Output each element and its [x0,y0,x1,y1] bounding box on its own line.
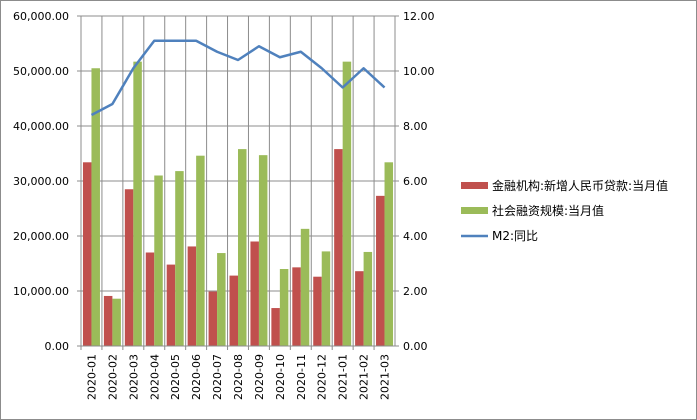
left-tick-label: 40,000.00 [13,120,69,133]
bar-loans [292,267,301,346]
x-tick-label: 2020-07 [211,354,224,400]
bar-loans [313,276,322,346]
bar-social-financing [279,269,289,346]
right-tick-label: 6.00 [403,175,428,188]
right-tick-label: 0.00 [403,340,428,353]
x-tick-label: 2021-03 [379,354,392,400]
bar-social-financing [321,251,331,346]
legend-swatch [461,207,488,214]
right-tick-label: 8.00 [403,120,428,133]
right-tick-label: 4.00 [403,230,428,243]
x-tick-label: 2020-08 [232,354,245,400]
bar-social-financing [258,155,268,346]
bar-loans [166,264,176,346]
bar-loans [355,271,364,346]
bar-loans [376,195,385,346]
bar-social-financing [196,155,205,346]
bar-social-financing [154,175,163,346]
x-tick-label: 2020-01 [85,354,98,400]
bar-social-financing [112,298,121,346]
bar-loans [334,149,343,346]
legend-label: 金融机构:新增人民币贷款:当月值 [492,178,668,193]
bar-social-financing [133,61,142,347]
bar-loans [208,291,218,346]
bar-social-financing [217,253,226,346]
line-group [90,39,386,117]
x-tick-label: 2020-12 [316,354,329,400]
x-tick-label: 2020-05 [169,354,182,400]
bar-loans [124,189,134,346]
x-tick-label: 2021-01 [337,354,350,400]
bar-social-financing [91,68,100,346]
bar-loans [229,275,238,346]
x-tick-label: 2020-06 [190,354,203,400]
x-tick-label: 2020-09 [253,354,266,400]
bar-loans [82,162,92,346]
legend-swatch [461,182,488,189]
x-tick-label: 2020-10 [274,354,287,400]
left-tick-label: 0.00 [45,340,70,353]
legend-label: 社会融资规模:当月值 [492,203,604,218]
x-tick-label: 2020-11 [295,354,308,400]
line-m2-yoy [90,39,386,117]
bar-social-financing [238,149,247,346]
bar-loans [103,295,113,346]
axes-group: 0.00 10,000.00 20,000.00 30,000.00 40,000.00… [13,10,434,400]
bar-social-financing [342,61,352,347]
left-tick-label: 50,000.00 [13,65,69,78]
legend-label: M2:同比 [492,229,538,243]
x-tick-label: 2020-02 [106,354,119,400]
x-tick-label: 2020-04 [148,354,161,400]
bar-social-financing [300,228,310,346]
left-tick-label: 60,000.00 [13,10,69,23]
bar-social-financing [384,162,394,346]
bar-loans [271,308,280,346]
right-tick-label: 12.00 [403,10,435,23]
x-tick-label: 2021-02 [358,354,371,400]
bars-group [82,61,394,347]
bar-social-financing [175,171,184,346]
bar-loans [145,252,155,346]
right-tick-label: 2.00 [403,285,428,298]
left-tick-label: 30,000.00 [13,175,69,188]
bar-loans [250,241,259,346]
right-tick-label: 10.00 [403,65,435,78]
x-tick-label: 2020-03 [127,354,140,400]
bar-loans [187,246,197,346]
left-tick-label: 20,000.00 [13,230,69,243]
left-tick-label: 10,000.00 [13,285,69,298]
bar-social-financing [363,251,373,346]
